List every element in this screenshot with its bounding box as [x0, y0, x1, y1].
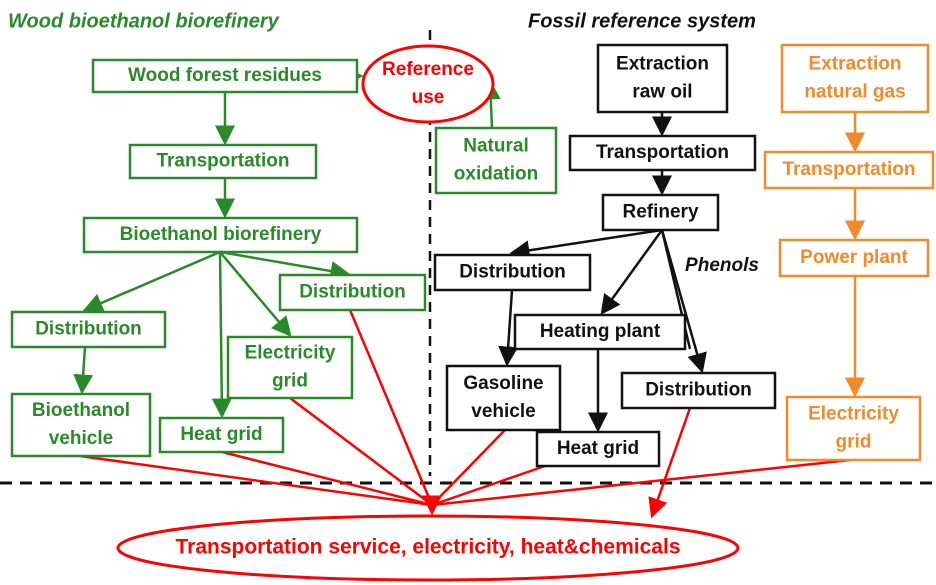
annotation: Phenols — [685, 255, 759, 276]
arrow — [431, 429, 506, 506]
arrow — [431, 464, 546, 507]
node-label-line: Electricity — [808, 404, 899, 425]
arrow — [219, 250, 351, 281]
arrow — [221, 450, 433, 507]
arrow — [73, 346, 94, 395]
arrow — [79, 454, 433, 507]
node-label: Wood forest residues — [128, 65, 322, 86]
node-label-line: Bioethanol biorefinery — [120, 224, 322, 245]
arrow — [498, 289, 519, 367]
node-label-line: Bioethanol — [32, 400, 130, 421]
node-box — [128, 143, 318, 180]
node-label-line: Extraction — [616, 54, 709, 75]
node-label-line: oxidation — [454, 164, 538, 185]
node-box — [780, 43, 930, 114]
node-label-line: Distribution — [459, 262, 566, 283]
arrow — [648, 407, 692, 519]
node-label-line: Reference — [382, 59, 474, 80]
node-label: Reference use — [382, 59, 474, 108]
node-box — [226, 335, 354, 400]
node-label-line: vehicle — [471, 401, 535, 422]
node-label-line: use — [412, 87, 445, 108]
node-label: Heat grid — [180, 424, 262, 445]
node-label: Bioethanol vehicle — [32, 400, 130, 449]
node-box — [620, 371, 777, 410]
arrow — [600, 229, 664, 316]
node-label-line: Distribution — [35, 319, 142, 340]
node-box — [278, 273, 427, 312]
node-box — [158, 416, 285, 454]
node-label: Refinery — [622, 202, 698, 223]
node-box — [10, 310, 167, 349]
arrow — [509, 228, 663, 261]
node-box — [778, 238, 930, 278]
node-label: Distribution — [645, 380, 752, 401]
output-ellipse — [116, 514, 740, 582]
node-label-line: Heat grid — [180, 424, 262, 445]
node-label: Extraction natural gas — [804, 54, 905, 103]
node-label: Distribution — [459, 262, 566, 283]
node-label-line: Electricity — [245, 343, 336, 364]
node-label: Distribution — [299, 282, 406, 303]
node-box — [91, 58, 359, 94]
node-label: Electricity grid — [808, 404, 899, 453]
node-label: Extraction raw oil — [616, 54, 709, 103]
arrow — [82, 250, 221, 313]
node-box — [535, 430, 661, 468]
output-label: Transportation service, electricity, hea… — [176, 536, 681, 559]
node-box — [568, 134, 757, 172]
node-label-line: grid — [836, 432, 872, 453]
node-label: Power plant — [800, 247, 908, 268]
node-label: Distribution — [35, 319, 142, 340]
arrow — [431, 458, 851, 507]
node-box — [434, 126, 558, 195]
node-label-line: Power plant — [800, 247, 908, 268]
node-box — [10, 392, 152, 458]
node-box — [763, 150, 935, 190]
node-label: Heat grid — [557, 438, 639, 459]
node-label-line: Wood forest residues — [128, 65, 322, 86]
node-label-line: natural gas — [804, 82, 905, 103]
arrow — [211, 251, 232, 419]
node-label-line: Transportation — [156, 151, 289, 172]
node-label: Bioethanol biorefinery — [120, 224, 322, 245]
node-label-line: vehicle — [49, 428, 113, 449]
node-label-line: Transportation — [782, 159, 915, 180]
node-label: Transportation — [156, 151, 289, 172]
node-label: Heating plant — [540, 321, 661, 342]
node-label-line: Refinery — [622, 202, 698, 223]
node-label: Transportation — [782, 159, 915, 180]
node-label: Transportation — [596, 142, 729, 163]
node-box — [596, 43, 729, 114]
arrow — [219, 251, 292, 337]
node-box — [433, 253, 592, 292]
node-label-line: Distribution — [645, 380, 752, 401]
node-label-line: Heating plant — [540, 321, 661, 342]
node-label-line: Extraction — [809, 54, 902, 75]
node-ellipse — [361, 44, 495, 124]
node-box — [601, 193, 720, 232]
node-label-line: raw oil — [632, 82, 692, 103]
node-label-line: grid — [272, 371, 308, 392]
node-box — [785, 395, 922, 462]
node-label: Gasoline vehicle — [463, 373, 543, 422]
section-title: Wood bioethanol biorefinery — [8, 10, 280, 32]
node-label-line: Natural — [463, 136, 528, 157]
node-label-line: Heat grid — [557, 438, 639, 459]
section-title: Fossil reference system — [528, 10, 756, 32]
node-label-line: Gasoline — [463, 373, 543, 394]
node-label-line: Distribution — [299, 282, 406, 303]
arrow — [348, 309, 434, 506]
node-label: Natural oxidation — [454, 136, 538, 185]
node-label-line: Transportation — [596, 142, 729, 163]
node-box — [513, 313, 687, 351]
node-label: Electricity grid — [245, 343, 336, 392]
node-box — [82, 216, 359, 254]
node-box — [445, 364, 562, 432]
arrow — [289, 397, 433, 506]
